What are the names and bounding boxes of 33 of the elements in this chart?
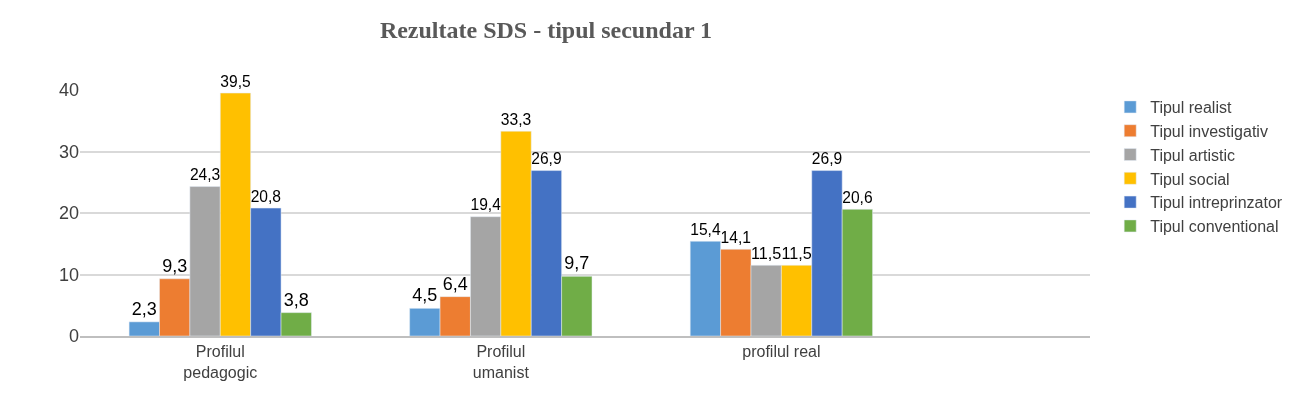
data-label: 9,7 bbox=[564, 253, 590, 274]
data-label: 3,8 bbox=[283, 289, 309, 310]
data-label: 11,5 bbox=[751, 243, 782, 262]
data-label: 24,3 bbox=[189, 166, 221, 184]
legend-label: Tipul investigativ bbox=[1150, 122, 1268, 140]
legend-label: Tipul social bbox=[1150, 170, 1230, 188]
data-label: 4,5 bbox=[412, 285, 438, 306]
data-label: 2,3 bbox=[131, 298, 157, 319]
data-label: 15,4 bbox=[690, 220, 721, 238]
data-label: 14,1 bbox=[720, 228, 751, 246]
x-tick-label: profilul real bbox=[742, 343, 821, 361]
x-tick-label: Profilul pedagogic bbox=[183, 343, 258, 381]
legend-label: Tipul conventional bbox=[1150, 218, 1279, 236]
y-tick-label: 20 bbox=[58, 203, 79, 224]
data-label: 19,4 bbox=[470, 196, 502, 214]
data-label: 9,3 bbox=[162, 255, 188, 276]
chart-title: Rezultate SDS - tipul secundar 1 bbox=[379, 16, 713, 43]
y-tick-label: 10 bbox=[58, 264, 79, 285]
data-label: 39,5 bbox=[220, 72, 251, 90]
x-tick-label: Profilul umanist bbox=[472, 343, 530, 381]
y-tick-label: 30 bbox=[58, 141, 79, 162]
data-label: 26,9 bbox=[531, 150, 562, 168]
legend-label: Tipul artistic bbox=[1150, 146, 1235, 164]
legend-label: Tipul intreprinzator bbox=[1150, 194, 1283, 212]
data-label: 33,3 bbox=[500, 110, 532, 128]
y-tick-label: 40 bbox=[58, 80, 79, 101]
data-label: 26,9 bbox=[811, 150, 843, 168]
legend-label: Tipul realist bbox=[1150, 99, 1232, 117]
data-label: 20,8 bbox=[250, 187, 282, 205]
y-tick-label: 0 bbox=[68, 326, 79, 347]
data-label: 11,5 bbox=[781, 243, 812, 262]
data-label: 6,4 bbox=[442, 273, 468, 294]
data-label: 20,6 bbox=[842, 188, 873, 206]
